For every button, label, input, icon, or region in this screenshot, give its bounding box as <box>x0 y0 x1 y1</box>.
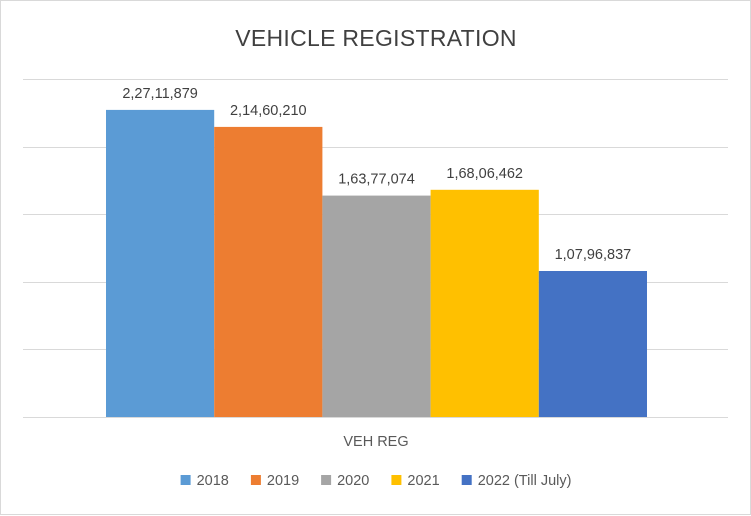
legend-label-2021: 2021 <box>407 473 439 489</box>
legend-swatch-2022-till-july <box>461 475 472 485</box>
legend-label-2018: 2018 <box>197 473 229 489</box>
data-label-2020: 1,63,77,074 <box>338 172 415 188</box>
bar-2021 <box>430 189 539 417</box>
data-label-2018: 2,27,11,879 <box>122 86 198 102</box>
data-label-2021: 1,68,06,462 <box>446 166 523 182</box>
legend-swatch-2018 <box>180 475 191 485</box>
data-label-2022-till-july: 1,07,96,837 <box>555 247 632 263</box>
legend-label-2022-till-july: 2022 (Till July) <box>478 473 572 489</box>
bar-2020 <box>322 195 431 417</box>
bar-2018 <box>106 109 215 418</box>
data-labels: 2,27,11,879 2,14,60,210 1,63,77,074 1,68,06… <box>122 86 631 263</box>
legend-swatch-2019 <box>250 475 261 485</box>
legend-swatch-2021 <box>391 475 402 485</box>
bar-2022-till-july <box>538 271 647 417</box>
legend: 2018 2019 2020 2021 2022 (Till July) <box>180 473 572 489</box>
bar-2019 <box>214 126 323 418</box>
category-label: VEH REG <box>343 434 408 450</box>
legend-swatch-2020 <box>321 475 332 485</box>
chart-title: VEHICLE REGISTRATION <box>235 25 517 51</box>
bars <box>106 109 647 418</box>
legend-label-2020: 2020 <box>337 473 369 489</box>
legend-label-2019: 2019 <box>267 473 299 489</box>
data-label-2019: 2,14,60,210 <box>230 103 307 119</box>
